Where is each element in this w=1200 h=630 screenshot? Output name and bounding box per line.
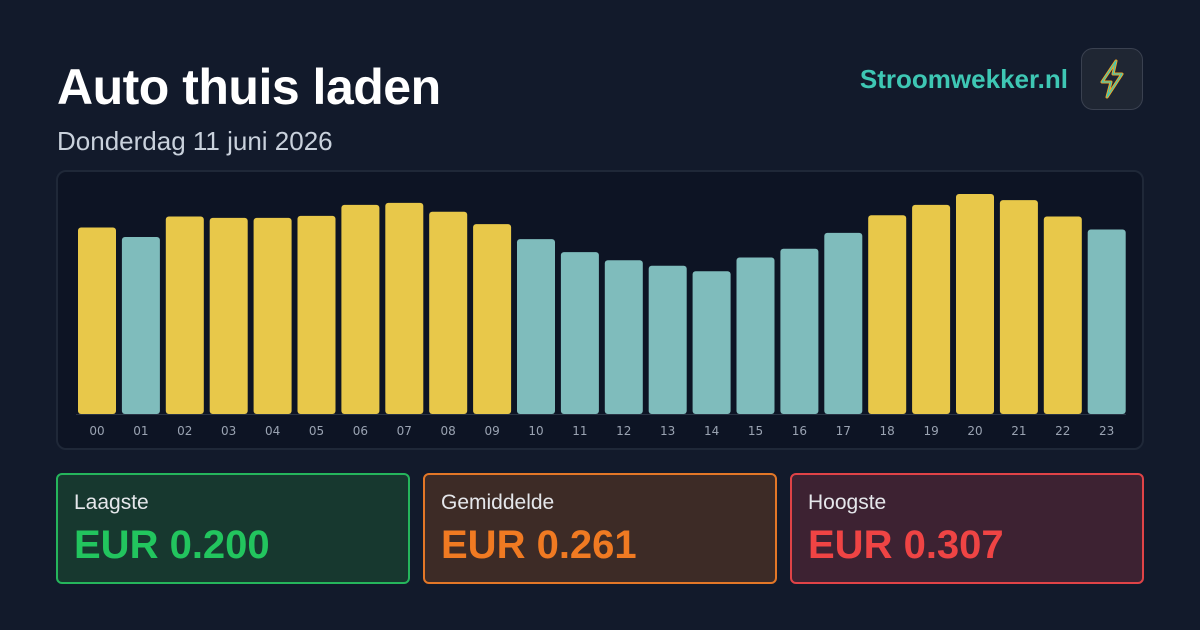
bar-hour-02 [165,216,204,414]
highest-value: EUR 0.307 [808,523,1004,567]
tick-label-00: 00 [89,424,104,438]
tick-label-04: 04 [265,424,280,438]
tick-label-12: 12 [616,424,631,438]
bar-hour-23 [1087,229,1126,414]
bar-hour-12 [604,260,643,414]
tick-label-06: 06 [353,424,368,438]
tick-label-14: 14 [704,424,719,438]
bar-hour-19 [912,204,951,414]
bar-hour-21 [999,200,1038,414]
bar-hour-01 [121,237,160,414]
tick-label-15: 15 [748,424,763,438]
bar-hour-13 [648,265,687,414]
tick-label-08: 08 [441,424,456,438]
bar-hour-05 [297,215,336,414]
price-bar-chart: 00 01 02 03 04 05 06 07 08 09 10 11 12 13 14 15 16 17 18 19… [76,194,1126,438]
tick-label-11: 11 [572,424,587,438]
bar-hour-10 [517,239,555,414]
logo [1081,48,1143,110]
bar-hour-22 [1043,216,1082,414]
summary-card-average: Gemiddelde EUR 0.261 [423,473,777,584]
tick-label-20: 20 [967,424,982,438]
tick-label-19: 19 [923,424,938,438]
bar-hour-07 [385,202,424,414]
bar-hour-20 [956,194,994,414]
bar-hour-15 [736,257,775,414]
bar-hour-06 [341,204,380,414]
tick-label-21: 21 [1011,424,1026,438]
average-label: Gemiddelde [441,491,555,514]
tick-label-07: 07 [397,424,412,438]
bar-hour-08 [429,211,468,414]
page-subtitle: Donderdag 11 juni 2026 [57,126,333,156]
tick-label-01: 01 [133,424,148,438]
bar-hour-17 [824,232,863,414]
bar-hour-00 [78,227,116,414]
tick-label-16: 16 [792,424,807,438]
tick-label-10: 10 [528,424,543,438]
tick-label-02: 02 [177,424,192,438]
tick-label-05: 05 [309,424,324,438]
bar-hour-18 [868,215,907,414]
bar-hour-04 [253,217,292,414]
lowest-label: Laagste [74,491,149,514]
summary-card-lowest: Laagste EUR 0.200 [56,473,410,584]
tick-label-13: 13 [660,424,675,438]
bar-hour-03 [209,217,248,414]
bar-hour-11 [560,252,599,414]
bar-hour-09 [473,224,512,414]
tick-label-17: 17 [836,424,851,438]
tick-label-18: 18 [880,424,895,438]
tick-label-23: 23 [1099,424,1114,438]
tick-label-09: 09 [484,424,499,438]
bar-hour-16 [780,248,819,414]
lowest-value: EUR 0.200 [74,523,270,567]
bar-hour-14 [692,271,731,414]
brand-name: Stroomwekker.nl [859,64,1068,94]
lightning-bolt-icon [1100,59,1124,99]
tick-label-22: 22 [1055,424,1070,438]
summary-card-highest: Hoogste EUR 0.307 [790,473,1144,584]
tick-label-03: 03 [221,424,236,438]
price-chart-panel: 00 01 02 03 04 05 06 07 08 09 10 11 12 13 14 15 16 17 18 19… [56,170,1144,450]
average-value: EUR 0.261 [441,523,637,567]
highest-label: Hoogste [808,491,887,514]
page-title: Auto thuis laden [57,59,441,115]
